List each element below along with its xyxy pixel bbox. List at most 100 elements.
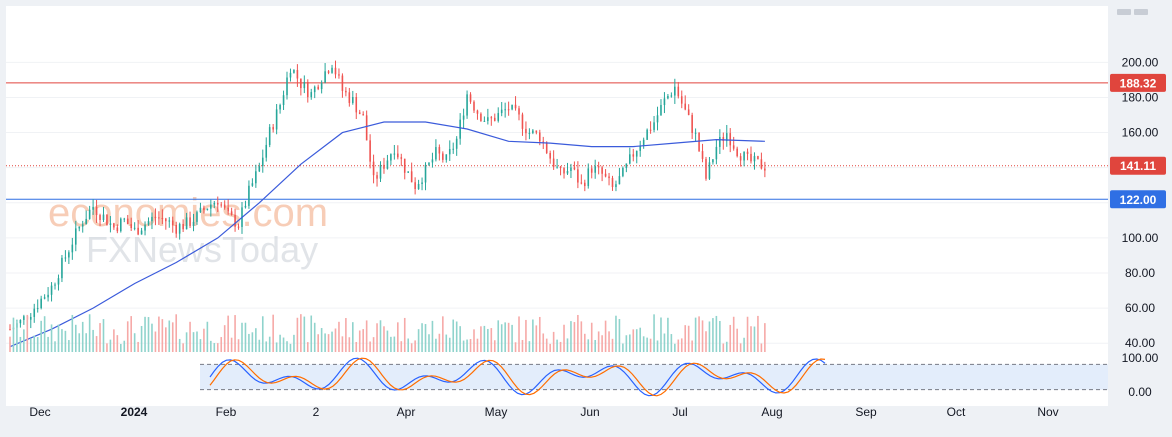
volume-bar bbox=[487, 328, 489, 352]
grid bbox=[6, 61, 1108, 344]
candle-body bbox=[400, 157, 403, 159]
scale-toggle-icon[interactable] bbox=[1134, 9, 1148, 15]
volume-bar bbox=[497, 320, 500, 352]
volume-bar bbox=[275, 342, 278, 352]
volume-bar bbox=[414, 340, 416, 352]
volume-bar bbox=[528, 341, 531, 352]
candle-body bbox=[50, 285, 53, 295]
candle-body bbox=[552, 158, 555, 167]
candle-body bbox=[123, 218, 126, 220]
candle-body bbox=[310, 92, 313, 98]
y-tick-label: 40.00 bbox=[1125, 336, 1155, 350]
candle-body bbox=[414, 182, 416, 190]
candle-body bbox=[113, 223, 115, 228]
volume-bar bbox=[739, 343, 742, 352]
volume-bar bbox=[424, 324, 427, 352]
volume-bar bbox=[40, 320, 42, 352]
volume-bar bbox=[383, 326, 385, 352]
y-tick-label: 100.00 bbox=[1122, 231, 1159, 245]
volume-bar bbox=[525, 319, 527, 352]
candle-body bbox=[244, 205, 247, 208]
candle-body bbox=[116, 227, 119, 232]
candle-body bbox=[327, 71, 330, 73]
candle-body bbox=[303, 82, 306, 89]
volume-bar bbox=[241, 322, 243, 352]
x-tick-label: 2024 bbox=[121, 405, 148, 419]
volume-bar bbox=[74, 324, 77, 352]
volume-bar bbox=[9, 336, 11, 352]
candle-body bbox=[549, 153, 551, 159]
volume-bar bbox=[642, 336, 645, 352]
volume-bar bbox=[92, 329, 94, 352]
volume-bar bbox=[455, 321, 458, 352]
candle-body bbox=[95, 206, 98, 216]
volume-bar bbox=[133, 333, 136, 352]
volume-bar bbox=[64, 330, 67, 352]
volume-bar bbox=[667, 317, 669, 352]
volume-bar bbox=[286, 341, 288, 352]
candle-body bbox=[719, 136, 721, 147]
volume-bar bbox=[490, 328, 493, 352]
volume-bar bbox=[213, 343, 216, 352]
candle-body bbox=[656, 115, 659, 123]
volume-bar bbox=[386, 330, 389, 352]
volume-bar bbox=[757, 315, 759, 352]
candle-body bbox=[19, 319, 22, 324]
volume-bar bbox=[261, 316, 264, 352]
volume-bar bbox=[341, 336, 344, 352]
candle-body bbox=[466, 94, 468, 116]
volume-bar bbox=[691, 340, 693, 352]
candle-body bbox=[220, 204, 223, 206]
panel-toggle-icon[interactable] bbox=[1117, 9, 1131, 15]
y-tick-label: 80.00 bbox=[1125, 266, 1155, 280]
volume-bar bbox=[16, 320, 18, 352]
price-label-box bbox=[1110, 73, 1166, 92]
candle-body bbox=[36, 308, 39, 310]
candle-body bbox=[165, 218, 167, 222]
volume-bar bbox=[480, 326, 482, 352]
volume-bar bbox=[577, 314, 579, 352]
volume-bar bbox=[365, 320, 368, 352]
volume-bar bbox=[68, 340, 70, 352]
volume-bar bbox=[130, 316, 132, 352]
volume-bar bbox=[500, 324, 503, 352]
candle-body bbox=[251, 183, 254, 186]
oscillator-band bbox=[200, 364, 1108, 390]
settings-button[interactable] bbox=[1114, 6, 1166, 20]
volume-bar bbox=[161, 319, 164, 352]
x-axis: Dec 2024 Feb 2 Apr May Jun Jul Aug Sep Oct Nov bbox=[29, 405, 1058, 419]
candle-body bbox=[355, 97, 358, 113]
volume-bar bbox=[206, 321, 209, 352]
watermark-economies: economies.com bbox=[48, 191, 328, 235]
candle-body bbox=[102, 214, 105, 220]
volume-bar bbox=[722, 343, 725, 352]
candle-body bbox=[507, 109, 510, 111]
volume-bar bbox=[137, 341, 139, 352]
volume-bar bbox=[584, 333, 586, 352]
volume-bar bbox=[102, 319, 105, 352]
candle-body bbox=[424, 164, 427, 183]
volume-bar bbox=[199, 339, 202, 352]
volume-bar bbox=[459, 326, 461, 352]
candle-body bbox=[279, 104, 281, 110]
volume-bar bbox=[670, 334, 673, 352]
volume-bar bbox=[521, 339, 524, 352]
volume-bar bbox=[590, 322, 593, 352]
volume-bar bbox=[566, 338, 569, 352]
candle-body bbox=[275, 109, 278, 130]
volume-bar bbox=[504, 322, 506, 352]
volume-bar bbox=[154, 331, 157, 352]
volume-bar bbox=[185, 332, 188, 352]
candle-body bbox=[185, 217, 188, 230]
volume-bar bbox=[88, 314, 91, 352]
candle-body bbox=[265, 144, 268, 158]
candle-body bbox=[435, 147, 437, 160]
volume-bar bbox=[244, 322, 247, 352]
candle-body bbox=[289, 72, 292, 78]
candle-body bbox=[701, 151, 704, 159]
candle-body bbox=[566, 170, 569, 174]
volume-bar bbox=[597, 331, 600, 352]
candle-body bbox=[528, 132, 531, 134]
candle-body bbox=[438, 147, 441, 154]
